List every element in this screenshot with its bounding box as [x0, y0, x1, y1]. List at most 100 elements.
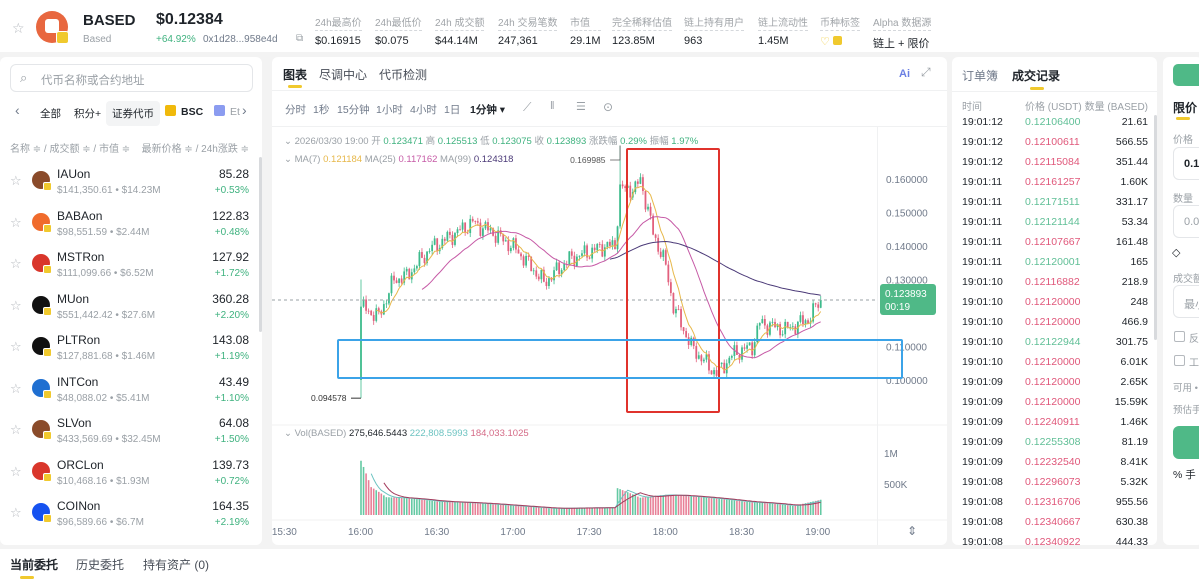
- ma99-line: [609, 240, 821, 296]
- candle-body: [535, 270, 538, 277]
- favorite-star-icon[interactable]: ☆: [10, 380, 22, 396]
- limit-tab[interactable]: 限价: [1173, 101, 1198, 115]
- trade-row: 19:01:10 0.12120000 466.9: [952, 312, 1148, 332]
- coin-volume-mcap: $433,569.69 • $32.45M: [57, 434, 161, 445]
- favorite-star-icon[interactable]: ☆: [10, 173, 22, 188]
- candle-body: [459, 229, 461, 231]
- interval-4[interactable]: 4小时: [410, 104, 437, 116]
- trade-time: 19:01:12: [962, 136, 1003, 148]
- tab-open-orders[interactable]: 当前委托: [10, 558, 59, 572]
- list-item[interactable]: ☆ MUon $551,442.42 • $27.6M 360.28 +2.20%: [0, 286, 262, 327]
- filter-bsc[interactable]: BSC: [181, 106, 204, 118]
- filter-eth[interactable]: Et: [230, 106, 240, 118]
- tab-token-check[interactable]: 代币检测: [379, 68, 428, 82]
- list-item[interactable]: ☆ COINon $96,589.66 • $6.7M 164.35 +2.19%: [0, 493, 262, 534]
- list-scrollbar[interactable]: [259, 157, 262, 332]
- candle-body: [382, 304, 385, 315]
- interval-1[interactable]: 1秒: [313, 104, 330, 116]
- tab-trade-history[interactable]: 成交记录: [1012, 69, 1061, 83]
- volume-bar: [550, 508, 553, 515]
- candle-body: [423, 257, 426, 264]
- interval-3[interactable]: 1小时: [376, 104, 403, 116]
- chevron-left-icon[interactable]: ‹: [15, 102, 20, 118]
- buy-button[interactable]: [1173, 426, 1199, 459]
- list-item[interactable]: ☆ INTCon $48,088.02 • $5.41M 43.49 +1.10%: [0, 369, 262, 410]
- checkbox-1[interactable]: [1174, 331, 1185, 342]
- list-item[interactable]: ☆ BABAon $98,551.59 • $2.44M 122.83 +0.48%: [0, 203, 262, 244]
- candle-body: [560, 270, 563, 275]
- x-tick-label: 17:00: [500, 527, 525, 538]
- list-item[interactable]: ☆ IAUon $141,350.61 • $14.23M 85.28 +0.53%: [0, 161, 262, 202]
- favorite-star-icon[interactable]: ☆: [10, 422, 22, 437]
- expand-icon[interactable]: ⤢: [921, 65, 931, 79]
- trade-price: 0.12120000: [1025, 396, 1081, 408]
- volume-bar: [573, 508, 576, 515]
- column-header-price[interactable]: 最新价格 ≑ / 24h涨跌 ≑: [141, 144, 249, 155]
- favorite-star-icon[interactable]: ☆: [10, 463, 22, 479]
- candle-type-icon[interactable]: ‖: [550, 100, 555, 112]
- interval-2[interactable]: 15分钟: [337, 104, 370, 116]
- x-tick-label: 18:30: [729, 527, 754, 538]
- price-input[interactable]: 0.1: [1173, 147, 1199, 180]
- tab-order-book[interactable]: 订单簿: [962, 69, 999, 83]
- list-item[interactable]: ☆ ORCLon $10,468.16 • $1.93M 139.73 +0.72%: [0, 452, 262, 493]
- amount-input[interactable]: 最小: [1173, 285, 1199, 318]
- chevron-right-icon[interactable]: ›: [242, 102, 247, 118]
- candle-body: [388, 293, 390, 304]
- volume-bar: [510, 505, 512, 515]
- candle-body: [405, 268, 408, 272]
- settings-icon[interactable]: ☰: [576, 101, 586, 113]
- checkbox-2[interactable]: [1174, 355, 1185, 366]
- list-item[interactable]: ☆ MSTRon $111,099.66 • $6.52M 127.92 +1.72%: [0, 244, 262, 285]
- chain-badge-icon: [43, 389, 52, 399]
- favorite-star-icon[interactable]: ☆: [10, 256, 22, 271]
- stat-label: 24h最低价: [375, 14, 422, 31]
- column-header-name[interactable]: 名称 ≑ / 成交额 ≑ / 市值 ≑: [10, 144, 131, 155]
- filter-securities[interactable]: 证券代币: [106, 101, 160, 126]
- indicator-icon[interactable]: ⟋: [523, 100, 532, 114]
- list-item[interactable]: ☆ PLTRon $127,881.68 • $1.46M 143.08 +1.19%: [0, 327, 262, 368]
- tab-chart[interactable]: 图表: [283, 68, 308, 82]
- search-input[interactable]: ⌕ 代币名称或合约地址: [10, 64, 253, 92]
- interval-6[interactable]: 1分钟 ▾: [470, 104, 506, 116]
- contract-address[interactable]: 0x1d28...958e4d: [203, 34, 278, 45]
- candle-body: [751, 342, 754, 356]
- trade-price: 0.12120001: [1025, 256, 1081, 268]
- ai-button[interactable]: Ai: [899, 68, 910, 80]
- favorite-star-icon[interactable]: ☆: [10, 214, 22, 230]
- fee-link[interactable]: % 手: [1173, 469, 1196, 481]
- x-tick-label: 16:30: [424, 527, 449, 538]
- favorite-star-icon[interactable]: ☆: [12, 20, 25, 36]
- tab-due-diligence[interactable]: 尽调中心: [319, 68, 368, 82]
- candle-body: [545, 281, 548, 287]
- candle-body: [370, 310, 373, 315]
- candlestick-chart[interactable]: 0.160000 0.150000 0.140000 0.130000 0.110000…: [272, 127, 947, 545]
- slider-handle[interactable]: ◇: [1172, 247, 1181, 259]
- scale-toggle-icon[interactable]: ⇕: [907, 524, 917, 538]
- chain-badge-icon: [43, 223, 52, 233]
- stat-value: $0.16915: [315, 35, 361, 47]
- trade-price: 0.12296073: [1025, 476, 1081, 488]
- stat-value[interactable]: 链上 + 限价: [873, 38, 930, 50]
- target-icon[interactable]: ⊙: [603, 100, 614, 114]
- qty-input[interactable]: 0.0: [1173, 205, 1199, 238]
- buy-tab[interactable]: [1173, 64, 1199, 86]
- favorite-star-icon[interactable]: ☆: [10, 339, 22, 354]
- favorite-star-icon[interactable]: ☆: [10, 297, 22, 313]
- filter-points[interactable]: 积分+: [74, 108, 102, 120]
- candle-body: [743, 347, 746, 349]
- vol-ma5-line: [370, 473, 821, 509]
- list-item[interactable]: ☆ SLVon $433,569.69 • $32.45M 64.08 +1.50%: [0, 410, 262, 451]
- trades-scrollbar[interactable]: [1154, 115, 1157, 340]
- volume-bar: [433, 501, 436, 515]
- tab-order-history[interactable]: 历史委托: [76, 558, 125, 572]
- candle-body: [504, 240, 507, 242]
- copy-icon[interactable]: ⧉: [296, 33, 304, 44]
- interval-5[interactable]: 1日: [444, 104, 461, 116]
- interval-0[interactable]: 分时: [285, 104, 306, 116]
- coin-name: INTCon: [57, 374, 99, 389]
- candle-body: [738, 354, 741, 360]
- favorite-star-icon[interactable]: ☆: [10, 505, 22, 520]
- tab-holdings[interactable]: 持有资产 (0): [143, 558, 210, 572]
- filter-all[interactable]: 全部: [40, 108, 61, 120]
